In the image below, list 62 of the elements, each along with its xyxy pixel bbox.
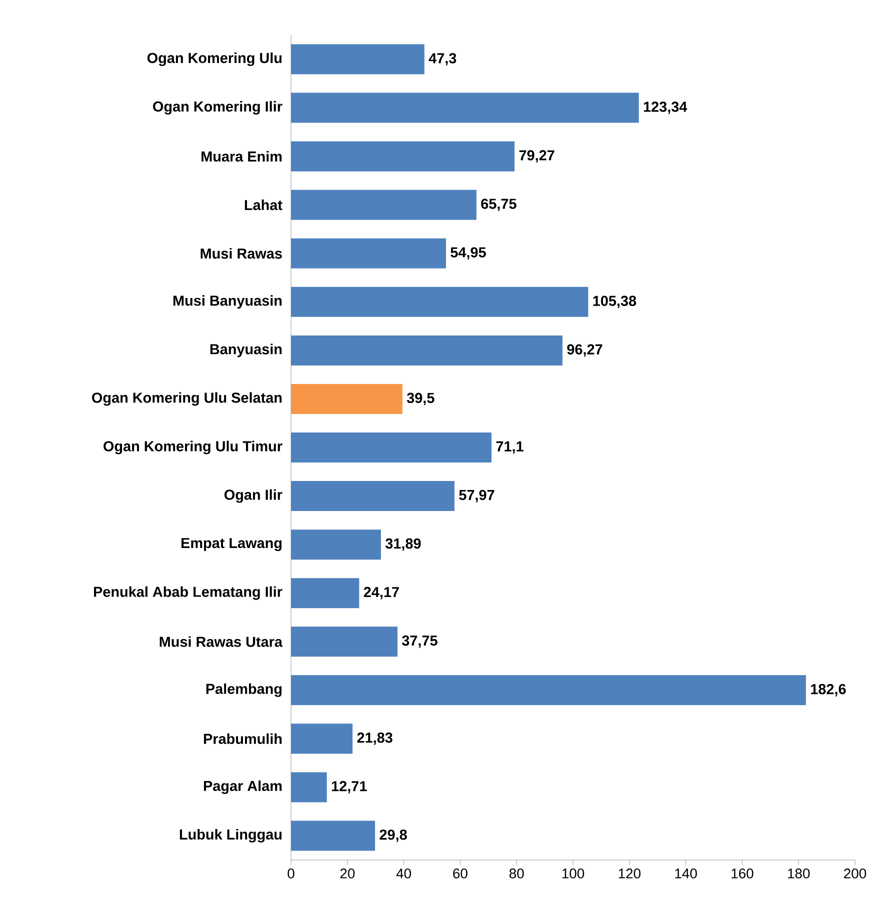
data-label: 39,5 xyxy=(406,392,434,406)
y-tick-label: Musi Rawas xyxy=(200,248,282,259)
bar xyxy=(291,141,515,172)
bar xyxy=(291,190,476,220)
y-tick-label: Ogan Ilir xyxy=(224,489,282,503)
y-tick-label: Ogan Komering Ulu xyxy=(147,52,282,66)
bar xyxy=(291,772,327,802)
x-tick-label: 20 xyxy=(340,868,355,878)
data-label: 24,17 xyxy=(364,586,399,600)
y-tick-label: Palembang xyxy=(206,683,282,697)
data-label: 71,1 xyxy=(496,441,524,454)
y-tick-label: Musi Banyuasin xyxy=(173,295,282,309)
x-tick-label: 140 xyxy=(675,868,697,878)
bar xyxy=(291,675,806,706)
bar xyxy=(291,92,639,123)
data-label: 96,27 xyxy=(567,344,602,357)
bar xyxy=(291,626,398,657)
y-tick-label: Musi Rawas Utara xyxy=(160,636,283,647)
bar xyxy=(291,335,562,366)
bar xyxy=(291,384,402,414)
data-label: 105,38 xyxy=(593,296,636,308)
y-tick-label: Empat Lawang xyxy=(182,538,282,552)
data-label: 47,3 xyxy=(428,53,456,66)
data-label: 57,97 xyxy=(459,490,494,502)
x-tick-label: 0 xyxy=(288,868,294,878)
bar xyxy=(291,432,492,463)
data-label: 31,89 xyxy=(385,538,421,551)
y-tick-label: Lahat xyxy=(244,200,282,210)
x-tick-label: 40 xyxy=(396,868,412,878)
data-label: 65,75 xyxy=(481,198,516,212)
data-label: 79,27 xyxy=(519,150,554,162)
y-tick-label: Penukal Abab Lematang Ilir xyxy=(94,586,282,600)
y-tick-label: Pagar Alam xyxy=(204,780,282,794)
bar xyxy=(291,820,376,851)
data-label: 182,6 xyxy=(811,684,846,696)
y-tick-label: Ogan Komering Ilir xyxy=(153,101,282,115)
y-tick-label: Muara Enim xyxy=(202,151,282,162)
y-tick-label: Lubuk Linggau xyxy=(180,828,282,843)
x-tick-label: 180 xyxy=(788,868,810,878)
x-tick-label: 80 xyxy=(509,868,524,878)
data-label: 37,75 xyxy=(402,635,438,648)
data-label: 12,71 xyxy=(332,781,367,794)
data-label: 21,83 xyxy=(357,732,392,745)
x-tick-label: 160 xyxy=(732,868,754,878)
bar xyxy=(291,578,360,608)
data-label: 54,95 xyxy=(450,247,486,260)
x-tick-label: 60 xyxy=(453,868,468,878)
y-tick-label: Ogan Komering Ulu Selatan xyxy=(92,392,282,406)
bar xyxy=(291,238,446,268)
bar xyxy=(291,44,424,74)
y-tick-label: Prabumulih xyxy=(204,733,282,744)
y-tick-label: Ogan Komering Ulu Timur xyxy=(104,440,282,454)
data-label: 29,8 xyxy=(380,830,407,842)
x-tick-label: 200 xyxy=(844,868,866,878)
bar xyxy=(291,481,454,512)
bar xyxy=(291,530,381,560)
x-tick-label: 120 xyxy=(618,868,640,878)
y-tick-label: Banyuasin xyxy=(210,344,282,358)
x-tick-label: 100 xyxy=(562,868,584,878)
bar xyxy=(291,286,588,317)
bar xyxy=(291,724,353,754)
data-label: 123,34 xyxy=(644,102,688,114)
